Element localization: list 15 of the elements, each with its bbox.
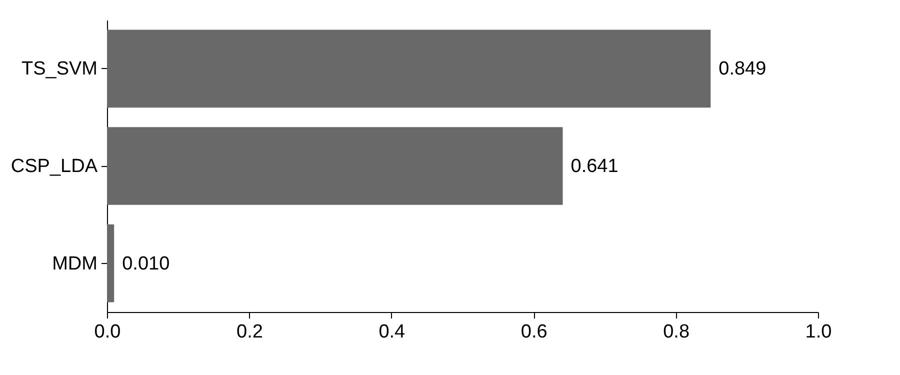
data-label: 0.010	[122, 253, 170, 274]
y-tick-label: CSP_LDA	[10, 156, 98, 177]
bar	[107, 30, 711, 108]
x-tick-label: 0.2	[236, 322, 263, 342]
bar	[107, 127, 563, 205]
x-tick-label: 0.4	[378, 322, 406, 342]
x-tick-label: 0.6	[520, 322, 548, 342]
x-tick-label: 0.8	[663, 322, 690, 342]
x-tick-label: 1.0	[805, 322, 832, 342]
x-tick-label: 0.0	[94, 322, 121, 342]
bar	[107, 224, 114, 302]
data-label: 0.641	[570, 156, 618, 177]
data-label: 0.849	[718, 58, 766, 80]
y-tick-label: TS_SVM	[21, 58, 98, 80]
y-tick-label: MDM	[52, 253, 98, 274]
